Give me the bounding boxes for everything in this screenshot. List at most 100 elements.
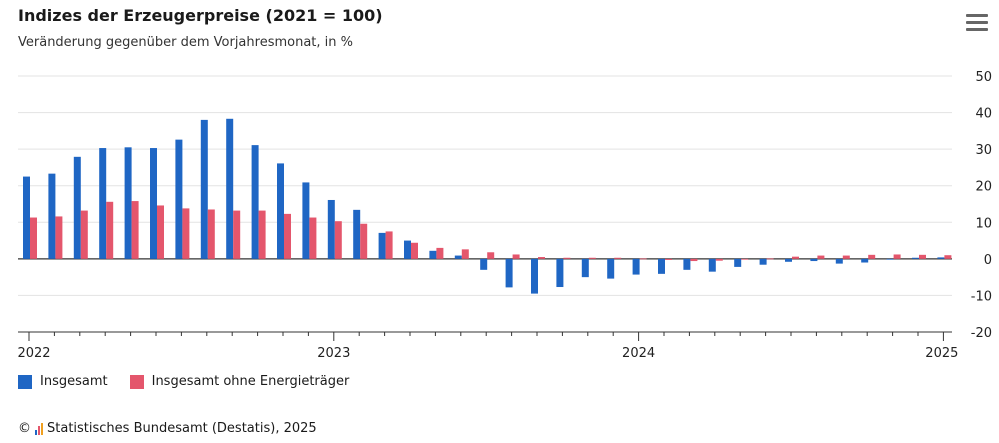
bar-ohne-energie xyxy=(411,242,418,259)
bar-ohne-energie xyxy=(55,216,63,259)
bar-insgesamt xyxy=(556,258,564,288)
bar-insgesamt xyxy=(327,199,335,259)
chart-subtitle: Veränderung gegenüber dem Vorjahresmonat… xyxy=(18,35,353,50)
y-tick-label: 10 xyxy=(975,216,992,231)
bar-insgesamt xyxy=(734,258,742,267)
bar-ohne-energie xyxy=(157,205,164,259)
x-tick-label: 2025 xyxy=(925,346,958,361)
bar-ohne-energie xyxy=(893,254,901,259)
y-tick-label: 20 xyxy=(975,180,992,195)
hamburger-menu-icon[interactable] xyxy=(966,14,988,32)
legend-item-insgesamt[interactable]: Insgesamt xyxy=(18,374,108,389)
y-tick-label: -20 xyxy=(971,326,992,341)
bar-ohne-energie xyxy=(919,254,926,259)
bar-insgesamt xyxy=(378,232,386,259)
y-tick-label: -10 xyxy=(971,289,992,304)
y-tick-label: 50 xyxy=(975,70,992,85)
bar-ohne-energie xyxy=(512,254,520,259)
bar-insgesamt xyxy=(150,148,157,259)
source-text: Statistisches Bundesamt (Destatis), 2025 xyxy=(47,421,317,436)
bar-insgesamt xyxy=(404,240,411,259)
bar-ohne-energie xyxy=(258,210,266,259)
bar-insgesamt xyxy=(708,258,716,272)
bar-ohne-energie xyxy=(360,223,368,259)
bar-ohne-energie xyxy=(588,257,596,259)
bar-ohne-energie xyxy=(741,258,749,260)
bar-insgesamt xyxy=(251,145,259,259)
y-tick-label: 30 xyxy=(975,143,992,158)
bar-ohne-energie xyxy=(182,208,190,259)
bar-insgesamt xyxy=(429,250,437,259)
legend-swatch-insgesamt xyxy=(18,374,32,389)
legend-item-ohne-energie[interactable]: Insgesamt ohne Energieträger xyxy=(129,374,350,389)
bar-ohne-energie xyxy=(131,201,139,259)
bar-insgesamt xyxy=(200,119,208,259)
bar-insgesamt xyxy=(810,258,818,262)
bar-insgesamt xyxy=(632,258,640,275)
bar-insgesamt xyxy=(835,258,843,264)
bar-insgesamt xyxy=(505,258,513,288)
y-tick-label: 40 xyxy=(975,107,992,122)
legend-label-insgesamt: Insgesamt xyxy=(40,374,108,389)
bar-ohne-energie xyxy=(487,252,495,259)
chart-legend: Insgesamt Insgesamt ohne Energieträger xyxy=(18,374,349,389)
bar-ohne-energie xyxy=(284,213,291,259)
bar-insgesamt xyxy=(99,148,107,259)
bar-insgesamt xyxy=(480,258,488,270)
bar-insgesamt xyxy=(759,258,767,265)
bar-ohne-energie xyxy=(385,231,393,259)
bar-ohne-energie xyxy=(563,257,571,259)
bar-insgesamt xyxy=(353,209,361,259)
bar-ohne-energie xyxy=(614,257,622,259)
bar-insgesamt xyxy=(124,147,132,259)
bar-insgesamt xyxy=(48,173,56,259)
bar-insgesamt xyxy=(277,163,284,259)
bar-ohne-energie xyxy=(868,254,876,259)
bar-ohne-energie xyxy=(334,221,342,259)
bar-ohne-energie xyxy=(30,217,37,259)
chart-title: Indizes der Erzeugerpreise (2021 = 100) xyxy=(18,6,383,25)
y-tick-label: 0 xyxy=(984,253,992,268)
bar-ohne-energie xyxy=(715,258,723,261)
bar-ohne-energie xyxy=(538,257,545,259)
bar-insgesamt xyxy=(302,182,310,259)
bar-insgesamt xyxy=(937,257,945,259)
bar-ohne-energie xyxy=(309,217,317,259)
bar-insgesamt xyxy=(861,258,869,263)
bar-insgesamt xyxy=(886,258,894,260)
bar-ohne-energie xyxy=(233,210,241,259)
bar-insgesamt xyxy=(683,258,691,270)
x-tick-label: 2024 xyxy=(622,346,655,361)
bar-insgesamt xyxy=(581,258,589,278)
bar-ohne-energie xyxy=(944,255,952,259)
bar-insgesamt xyxy=(785,258,792,262)
x-tick-label: 2022 xyxy=(17,346,50,361)
bar-ohne-energie xyxy=(817,255,825,259)
bar-ohne-energie xyxy=(207,209,215,259)
bar-insgesamt xyxy=(607,258,615,279)
bar-insgesamt xyxy=(531,258,538,294)
bar-ohne-energie xyxy=(766,258,774,260)
x-tick-label: 2023 xyxy=(317,346,350,361)
bar-insgesamt xyxy=(454,255,462,259)
bar-ohne-energie xyxy=(80,210,88,259)
bar-insgesamt xyxy=(23,176,30,259)
bar-ohne-energie xyxy=(690,258,698,262)
legend-label-ohne-energie: Insgesamt ohne Energieträger xyxy=(151,374,350,389)
bar-ohne-energie xyxy=(665,258,672,260)
bar-ohne-energie xyxy=(461,249,469,259)
bar-insgesamt xyxy=(912,257,919,259)
bar-insgesamt xyxy=(73,156,81,259)
bar-ohne-energie xyxy=(639,258,647,260)
copyright-symbol: © xyxy=(18,421,31,436)
bar-ohne-energie xyxy=(106,201,114,259)
bar-insgesamt xyxy=(226,118,234,259)
bar-ohne-energie xyxy=(436,247,444,259)
legend-swatch-ohne-energie xyxy=(129,374,144,389)
bar-ohne-energie xyxy=(842,255,850,259)
bar-ohne-energie xyxy=(792,256,799,259)
source-footer: © Statistisches Bundesamt (Destatis), 20… xyxy=(18,421,317,436)
bar-insgesamt xyxy=(175,139,183,259)
bar-insgesamt xyxy=(658,258,665,274)
